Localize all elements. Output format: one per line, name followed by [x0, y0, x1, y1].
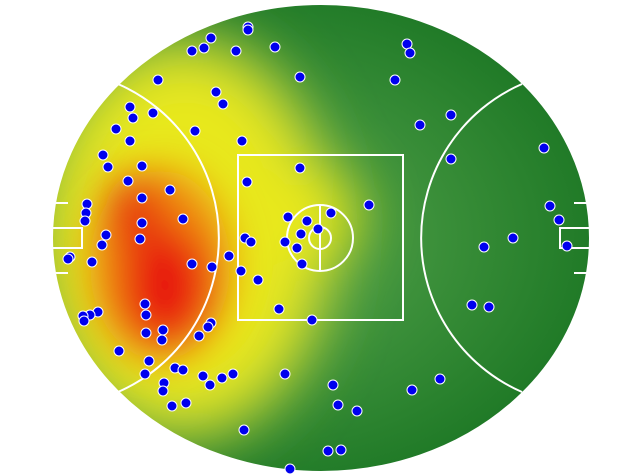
point [325, 207, 337, 219]
point [147, 107, 159, 119]
point [434, 373, 446, 385]
point [294, 71, 306, 83]
point [245, 236, 257, 248]
point [351, 405, 363, 417]
point [401, 38, 413, 50]
point [553, 214, 565, 226]
point [466, 299, 478, 311]
point [139, 368, 151, 380]
point [166, 400, 178, 412]
point [156, 334, 168, 346]
point [389, 74, 401, 86]
field-lines [51, 3, 591, 473]
point [62, 253, 74, 265]
point [241, 176, 253, 188]
point [216, 372, 228, 384]
point [332, 399, 344, 411]
point [210, 86, 222, 98]
point [86, 256, 98, 268]
point [97, 149, 109, 161]
point [136, 192, 148, 204]
point [180, 397, 192, 409]
point [414, 119, 426, 131]
point [96, 239, 108, 251]
point [122, 175, 134, 187]
point [279, 368, 291, 380]
point [113, 345, 125, 357]
point [134, 233, 146, 245]
point [164, 184, 176, 196]
point [291, 242, 303, 254]
point [157, 385, 169, 397]
point [445, 109, 457, 121]
point [301, 215, 313, 227]
point [157, 324, 169, 336]
point [78, 315, 90, 327]
points [62, 21, 573, 475]
point [273, 303, 285, 315]
point [561, 240, 573, 252]
point [186, 258, 198, 270]
point [306, 314, 318, 326]
point [269, 41, 281, 53]
point [296, 258, 308, 270]
point [223, 250, 235, 262]
point [110, 123, 122, 135]
point [177, 364, 189, 376]
point [252, 274, 264, 286]
point [227, 368, 239, 380]
point [186, 45, 198, 57]
point [235, 265, 247, 277]
point [238, 424, 250, 436]
point [124, 135, 136, 147]
point [478, 241, 490, 253]
point [406, 384, 418, 396]
point [335, 444, 347, 456]
point [312, 223, 324, 235]
point [127, 112, 139, 124]
point [279, 236, 291, 248]
point [79, 215, 91, 227]
point [100, 229, 112, 241]
point [295, 228, 307, 240]
point [140, 327, 152, 339]
point [236, 135, 248, 147]
point [205, 32, 217, 44]
point [197, 370, 209, 382]
point [327, 379, 339, 391]
point [124, 101, 136, 113]
point [136, 217, 148, 229]
point [202, 321, 214, 333]
point [139, 298, 151, 310]
point [538, 142, 550, 154]
point [445, 153, 457, 165]
point [102, 161, 114, 173]
point [230, 45, 242, 57]
point [152, 74, 164, 86]
point [282, 211, 294, 223]
point [507, 232, 519, 244]
point [193, 330, 205, 342]
point [177, 213, 189, 225]
point [143, 355, 155, 367]
point [136, 160, 148, 172]
point [198, 42, 210, 54]
point [206, 261, 218, 273]
point [284, 463, 296, 475]
point [322, 445, 334, 457]
point [294, 162, 306, 174]
point [140, 309, 152, 321]
point [81, 198, 93, 210]
point [204, 379, 216, 391]
point [242, 24, 254, 36]
point [544, 200, 556, 212]
point [483, 301, 495, 313]
point [217, 98, 229, 110]
point [363, 199, 375, 211]
point [404, 47, 416, 59]
point [189, 125, 201, 137]
